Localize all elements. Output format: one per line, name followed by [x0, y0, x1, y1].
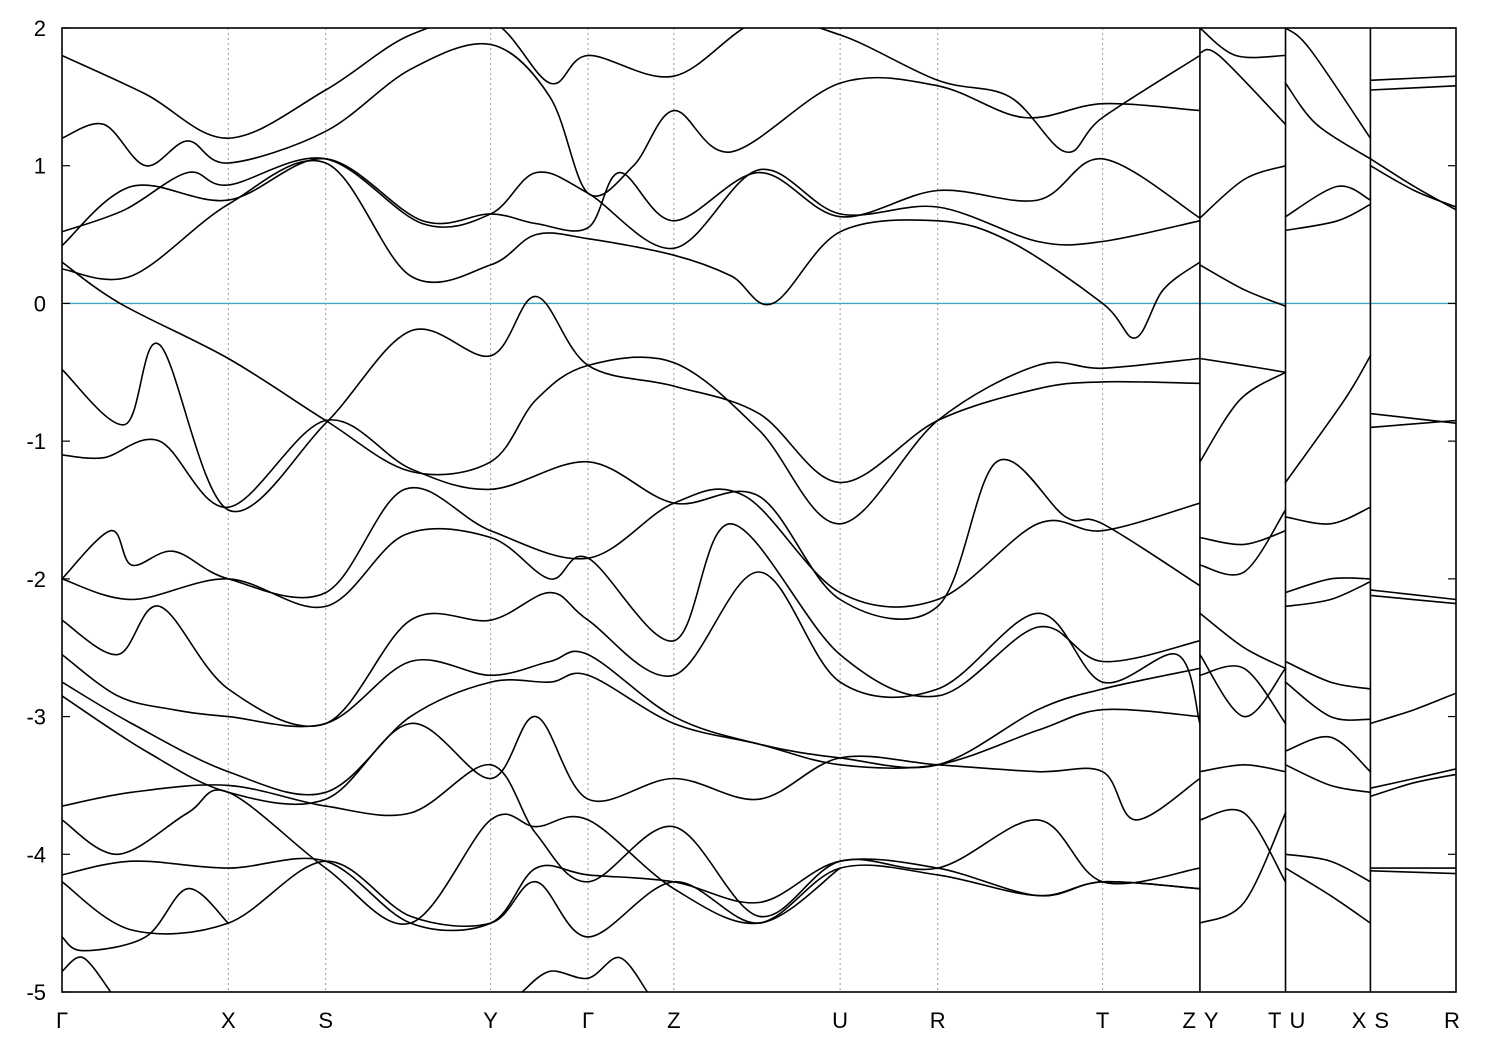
y-tick-label: -2	[26, 567, 46, 592]
y-axis-ticks: -5 -4 -3 -2 -1 0 1 2	[26, 16, 1456, 1005]
band-line-seg2-9	[1284, 681, 1372, 721]
band-line-seg0-9	[62, 522, 1201, 698]
band-line-seg3-8	[1369, 692, 1456, 725]
band-line-seg1-9	[1199, 653, 1287, 718]
x-kpoint-label: S	[1374, 1008, 1389, 1033]
x-kpoint-label: Y	[1204, 1008, 1219, 1033]
band-line-seg3-9	[1369, 768, 1456, 789]
high-symmetry-gridlines	[227, 28, 1371, 992]
band-line-seg2-8	[1284, 660, 1372, 690]
band-line-seg0-17	[62, 860, 841, 938]
band-line-seg3-2	[1369, 158, 1456, 211]
band-line-seg1-8	[1199, 612, 1287, 670]
band-line-seg0-0	[62, 261, 1201, 525]
y-tick-label: 1	[34, 154, 46, 179]
band-line-seg0-6	[62, 28, 1201, 153]
x-kpoint-label: Γ	[56, 1008, 68, 1033]
band-line-seg3-1	[1369, 85, 1456, 91]
band-line-seg0-19	[62, 956, 112, 992]
band-line-seg2-13	[1284, 867, 1372, 924]
band-line-seg2-2	[1284, 185, 1372, 218]
x-kpoint-label: R	[1444, 1008, 1460, 1033]
band-line-seg1-3	[1199, 28, 1287, 59]
band-line-seg3-12	[1369, 870, 1456, 875]
y-tick-label: 2	[34, 16, 46, 41]
band-line-seg0-16	[62, 857, 1201, 932]
plot-frame	[61, 27, 1457, 993]
band-line-seg0-10	[62, 571, 1201, 728]
band-line-seg1-1	[1199, 164, 1287, 219]
band-line-seg1-5	[1199, 357, 1287, 374]
band-line-seg1-10	[1199, 665, 1287, 725]
band-line-seg2-4	[1284, 355, 1372, 484]
x-kpoint-label: U	[832, 1008, 848, 1033]
x-kpoint-label: R	[930, 1008, 946, 1033]
band-line-seg3-6	[1369, 589, 1456, 601]
band-lines	[62, 28, 1456, 992]
band-line-seg1-7	[1199, 509, 1287, 576]
band-line-seg2-11	[1284, 764, 1372, 794]
band-line-seg0-14	[62, 763, 1201, 918]
x-kpoint-label: U	[1290, 1008, 1306, 1033]
band-line-seg1-11	[1199, 764, 1287, 773]
y-tick-label: -5	[26, 980, 46, 1005]
band-line-seg2-5	[1284, 506, 1372, 525]
band-line-seg2-1	[1284, 82, 1372, 160]
band-line-seg0-7	[62, 419, 1201, 620]
band-line-seg3-3	[1369, 164, 1456, 208]
y-tick-label: 0	[34, 291, 46, 316]
band-line-seg2-7	[1284, 580, 1372, 608]
band-line-seg2-3	[1284, 203, 1372, 232]
band-line-seg2-12	[1284, 853, 1372, 883]
x-kpoint-label: S	[318, 1008, 333, 1033]
band-line-seg0-3	[62, 157, 1201, 247]
band-line-seg0-4	[62, 157, 1201, 250]
band-line-seg1-2	[1199, 48, 1287, 126]
x-kpoint-label: T	[1096, 1008, 1109, 1033]
band-line-seg0-18	[62, 887, 230, 952]
y-tick-label: -3	[26, 705, 46, 730]
path-break-lines	[1199, 28, 1372, 992]
x-kpoint-label: Z	[667, 1008, 680, 1033]
band-line-seg3-7	[1369, 594, 1456, 605]
band-line-seg0-2	[62, 295, 1201, 513]
band-line-seg3-5	[1369, 419, 1456, 429]
band-line-seg1-12	[1199, 808, 1287, 883]
x-kpoint-label: Y	[483, 1008, 498, 1033]
band-line-seg0-20	[521, 956, 649, 992]
band-line-seg3-4	[1369, 412, 1456, 424]
band-line-seg2-6	[1284, 577, 1372, 594]
x-kpoint-label: X	[1352, 1008, 1367, 1033]
band-line-seg0-13	[62, 695, 1201, 821]
band-line-seg0-1	[62, 159, 1201, 339]
band-line-seg0-12	[62, 672, 1201, 796]
y-tick-label: -1	[26, 429, 46, 454]
band-line-seg1-6	[1199, 529, 1287, 546]
x-kpoint-label: T	[1268, 1008, 1281, 1033]
band-line-seg0-11	[62, 650, 1201, 769]
band-line-seg1-4	[1199, 371, 1287, 463]
band-line-seg2-0	[1284, 28, 1372, 139]
x-kpoint-label: X	[221, 1008, 236, 1033]
band-line-seg2-10	[1284, 735, 1372, 773]
band-line-seg0-15	[62, 789, 1201, 925]
band-line-seg1-0	[1199, 264, 1287, 307]
band-line-seg0-5	[62, 42, 1201, 197]
x-kpoint-label: Z	[1182, 1008, 1195, 1033]
y-tick-label: -4	[26, 842, 46, 867]
band-line-seg3-0	[1369, 75, 1456, 82]
x-kpoint-label: Γ	[582, 1008, 594, 1033]
band-line-seg3-10	[1369, 773, 1456, 798]
band-line-seg1-13	[1199, 812, 1287, 924]
